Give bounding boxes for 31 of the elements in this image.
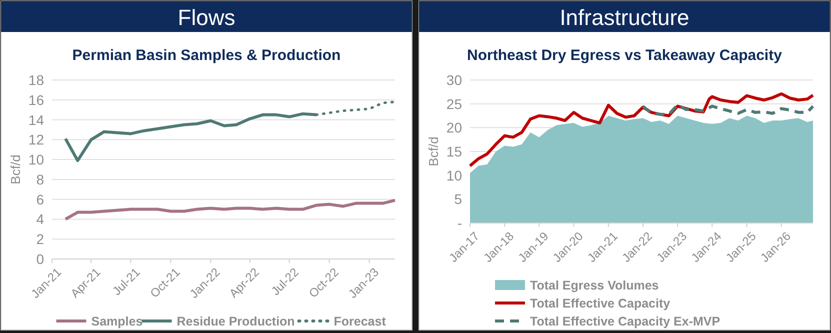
y-tick-label: 6 <box>36 191 44 208</box>
y-tick-label: 2 <box>36 231 44 248</box>
y-tick-label: 30 <box>446 72 462 88</box>
y-tick-label: 8 <box>36 171 44 188</box>
y-axis-title: Bcf/d <box>8 154 23 184</box>
y-tick-label: 12 <box>28 132 44 148</box>
legend-label: Total Effective Capacity Ex-MVP <box>530 314 720 328</box>
y-tick-label: 15 <box>446 144 462 160</box>
legend-label: Residue Production <box>176 314 295 328</box>
legend-label: Forecast <box>334 314 387 328</box>
legend-label: Total Effective Capacity <box>530 296 670 310</box>
y-tick-label: 14 <box>28 112 44 128</box>
y-tick-label: 16 <box>28 92 44 108</box>
y-tick-label: 18 <box>28 72 44 88</box>
y-tick-label: 25 <box>446 96 462 112</box>
legend-label: Samples <box>91 314 143 328</box>
line-series <box>641 103 814 116</box>
y-tick-label: - <box>457 215 462 231</box>
y-axis-title: Bcf/d <box>426 136 441 166</box>
y-tick-label: 20 <box>446 120 462 136</box>
y-tick-label: 5 <box>454 191 462 208</box>
y-tick-label: 4 <box>36 211 44 228</box>
y-tick-label: 0 <box>36 251 44 267</box>
legend-label: Total Egress Volumes <box>530 278 659 292</box>
chart-subtitle: Northeast Dry Egress vs Takeaway Capacity <box>467 47 783 64</box>
line-series <box>64 198 396 221</box>
chart-title: Infrastructure <box>560 5 690 30</box>
chart-title: Flows <box>178 5 236 30</box>
chart-subtitle: Permian Basin Samples & Production <box>72 47 341 64</box>
y-tick-label: 10 <box>28 152 44 168</box>
y-tick-label: 10 <box>446 167 462 184</box>
